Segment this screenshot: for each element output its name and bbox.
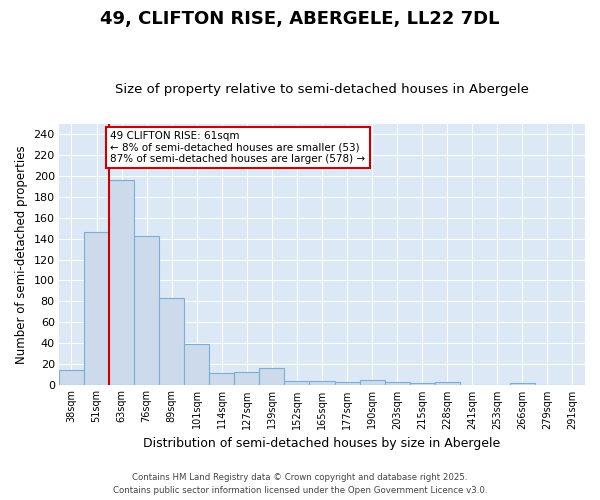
- Text: Contains HM Land Registry data © Crown copyright and database right 2025.
Contai: Contains HM Land Registry data © Crown c…: [113, 474, 487, 495]
- Bar: [59, 370, 84, 385]
- Bar: [235, 372, 259, 385]
- Bar: [184, 344, 209, 385]
- Bar: [359, 380, 385, 385]
- Text: 49 CLIFTON RISE: 61sqm
← 8% of semi-detached houses are smaller (53)
87% of semi: 49 CLIFTON RISE: 61sqm ← 8% of semi-deta…: [110, 131, 365, 164]
- Bar: [510, 383, 535, 385]
- Bar: [335, 382, 359, 385]
- Bar: [385, 382, 410, 385]
- Bar: [109, 180, 134, 385]
- Bar: [209, 372, 235, 385]
- Text: 49, CLIFTON RISE, ABERGELE, LL22 7DL: 49, CLIFTON RISE, ABERGELE, LL22 7DL: [100, 10, 500, 28]
- Bar: [284, 381, 310, 385]
- Bar: [259, 368, 284, 385]
- Bar: [310, 381, 335, 385]
- Bar: [410, 383, 435, 385]
- Bar: [134, 236, 159, 385]
- X-axis label: Distribution of semi-detached houses by size in Abergele: Distribution of semi-detached houses by …: [143, 437, 500, 450]
- Bar: [159, 298, 184, 385]
- Bar: [84, 232, 109, 385]
- Y-axis label: Number of semi-detached properties: Number of semi-detached properties: [15, 145, 28, 364]
- Bar: [435, 382, 460, 385]
- Title: Size of property relative to semi-detached houses in Abergele: Size of property relative to semi-detach…: [115, 83, 529, 96]
